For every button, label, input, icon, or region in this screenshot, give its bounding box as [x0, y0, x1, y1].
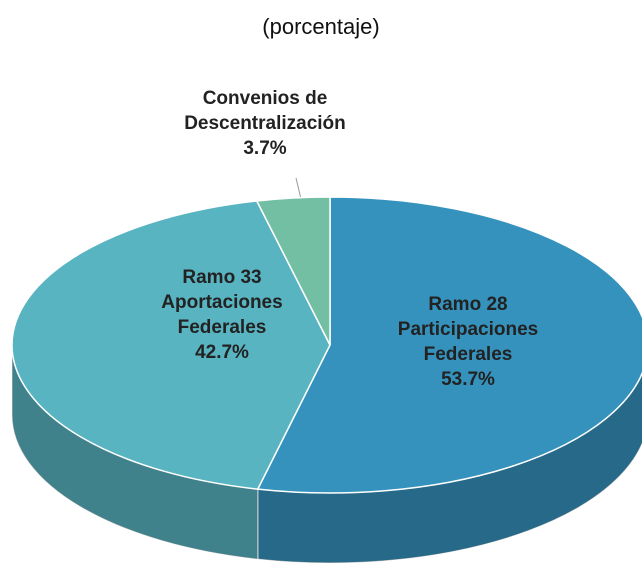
value-label: 53.7% — [441, 369, 495, 390]
slice-side-shade — [257, 373, 642, 564]
category-label: Ramo 28 Participaciones Federales — [397, 294, 539, 365]
value-label: 42.7% — [195, 342, 249, 363]
leader-line — [295, 177, 302, 200]
slice — [256, 196, 642, 494]
slice — [255, 196, 331, 346]
slice — [11, 200, 331, 490]
category-label: Convenios de Descentralización — [184, 88, 346, 134]
slice-side-shade — [12, 345, 258, 560]
chart-subtitle: (porcentaje) — [262, 14, 380, 39]
category-label: Ramo 33 Aportaciones Federales — [161, 267, 283, 338]
slice-label: Convenios de Descentralización 3.7% — [155, 86, 375, 161]
slice-label: Ramo 33 Aportaciones Federales 42.7% — [127, 265, 317, 365]
slice-label: Ramo 28 Participaciones Federales 53.7% — [363, 292, 573, 392]
value-label: 3.7% — [243, 138, 287, 159]
